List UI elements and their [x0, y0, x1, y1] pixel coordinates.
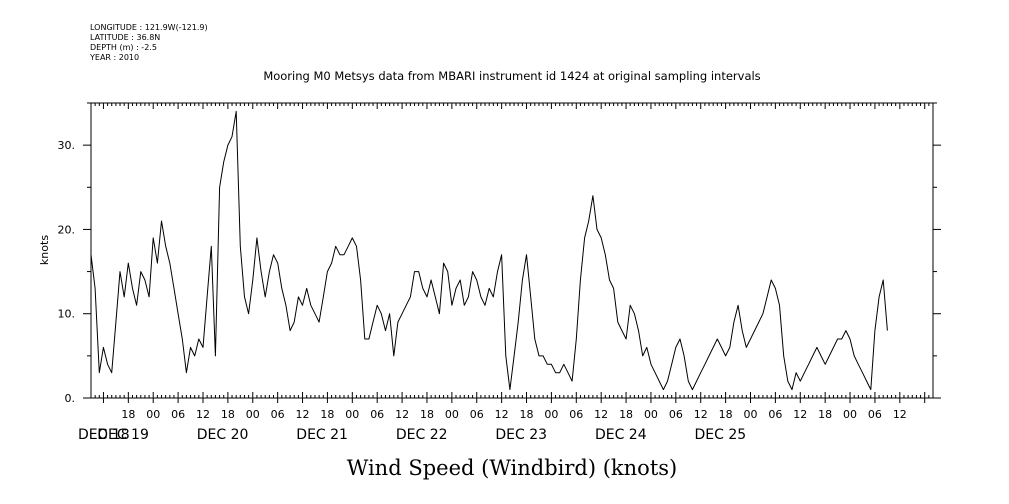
longitude-label: LONGITUDE : 121.9W(-121.9)	[90, 23, 208, 32]
chart-title: Mooring M0 Metsys data from MBARI instru…	[263, 69, 760, 83]
x-tick-label: 00	[246, 408, 260, 421]
x-tick-label: 00	[445, 408, 459, 421]
series-line-0	[90, 110, 888, 391]
axes: 18 00 06 12 18 00 06 12 18 00 06 12 18 00 06 12 18 00 06 12…	[58, 102, 941, 443]
x-tick-label: 06	[370, 408, 384, 421]
x-tick-label: 00	[544, 408, 558, 421]
plot-frame	[90, 102, 934, 399]
x-tick-label: 12	[495, 408, 509, 421]
y-axis-label: knots	[38, 235, 51, 265]
x-tick-label: 06	[470, 408, 484, 421]
x-tick-label: 18	[619, 408, 633, 421]
day-label: DEC 24	[595, 427, 647, 443]
depth-label: DEPTH (m) : -2.5	[90, 43, 157, 52]
x-tick-label: 18	[520, 408, 534, 421]
y-tick-label: 30.	[58, 139, 76, 152]
x-tick-label: 18	[719, 408, 733, 421]
y-tick-label: 10.	[58, 308, 76, 321]
x-tick-label: 00	[743, 408, 757, 421]
x-tick-label: 06	[569, 408, 583, 421]
x-tick-label: 06	[768, 408, 782, 421]
x-tick-label: 06	[171, 408, 185, 421]
x-tick-label: 12	[793, 408, 807, 421]
day-label: DEC 25	[694, 427, 746, 443]
y-tick-label: 0.	[65, 392, 76, 405]
x-tick-label: 18	[320, 408, 334, 421]
x-axis-label: Wind Speed (Windbird) (knots)	[347, 456, 677, 480]
x-tick-label: 18	[420, 408, 434, 421]
day-label: DEC 18	[78, 427, 130, 443]
x-tick-label: 00	[345, 408, 359, 421]
latitude-label: LATITUDE : 36.8N	[90, 33, 160, 42]
day-label: DEC 19	[97, 427, 149, 443]
day-label: DEC 23	[495, 427, 547, 443]
x-tick-label: 06	[669, 408, 683, 421]
x-tick-label: 12	[694, 408, 708, 421]
x-tick-label: 06	[868, 408, 882, 421]
x-tick-label: 18	[818, 408, 832, 421]
x-tick-label: 06	[271, 408, 285, 421]
x-tick-label: 00	[644, 408, 658, 421]
x-tick-label: 12	[296, 408, 310, 421]
year-label: YEAR : 2010	[89, 53, 139, 62]
x-tick-label: 00	[843, 408, 857, 421]
day-label: DEC 20	[197, 427, 249, 443]
day-label: DEC 22	[396, 427, 448, 443]
x-tick-label: 00	[146, 408, 160, 421]
x-tick-label: 12	[594, 408, 608, 421]
y-tick-label: 20.	[58, 223, 76, 236]
x-tick-label: 12	[395, 408, 409, 421]
data-series	[90, 110, 888, 391]
x-tick-label: 18	[221, 408, 235, 421]
x-tick-label: 18	[121, 408, 135, 421]
x-tick-label: 12	[893, 408, 907, 421]
x-tick-label: 12	[196, 408, 210, 421]
day-label: DEC 21	[296, 427, 348, 443]
